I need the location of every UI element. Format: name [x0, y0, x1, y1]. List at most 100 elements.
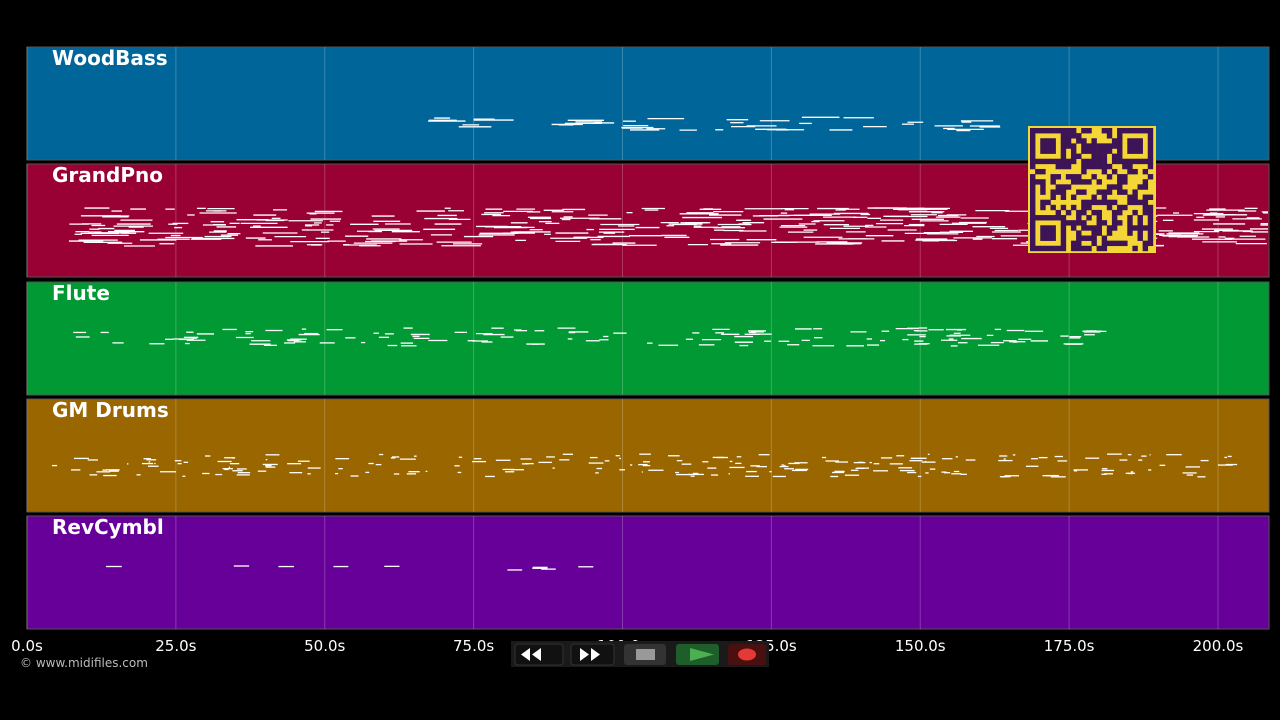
qr-cell	[1132, 194, 1138, 200]
qr-cell	[1091, 194, 1097, 200]
forward-button[interactable]	[570, 643, 615, 666]
qr-cell	[1070, 133, 1077, 139]
qr-cell	[1040, 158, 1046, 165]
qr-cell	[1040, 168, 1046, 175]
qr-cell	[1117, 128, 1123, 134]
qr-cell	[1035, 158, 1041, 165]
qr-cell	[1055, 189, 1062, 195]
qr-cell	[1106, 174, 1113, 180]
qr-cell	[1132, 158, 1138, 165]
qr-cell	[1070, 174, 1077, 180]
track-name: GrandPno	[52, 163, 163, 187]
qr-cell	[1070, 158, 1077, 165]
qr-cell	[1070, 153, 1077, 160]
rewind-button[interactable]	[514, 643, 564, 666]
qr-cell	[1111, 143, 1118, 149]
stop-icon	[636, 649, 655, 660]
qr-cell	[1137, 128, 1143, 134]
qr-cell	[1111, 240, 1118, 247]
track-name: GM Drums	[52, 398, 169, 422]
qr-cell	[1132, 209, 1138, 216]
qr-cell	[1055, 209, 1062, 216]
qr-cell	[1035, 128, 1041, 134]
qr-cell	[1030, 163, 1036, 170]
qr-cell	[1076, 215, 1082, 221]
record-button[interactable]	[728, 644, 766, 665]
qr-cell	[1030, 174, 1036, 180]
qr-cell	[1127, 225, 1133, 231]
qr-cell	[1096, 245, 1102, 252]
track-panel	[26, 515, 1270, 630]
qr-cell	[1081, 128, 1087, 134]
qr-cell	[1030, 184, 1036, 190]
qr-cell	[1076, 240, 1082, 247]
x-tick-label: 0.0s	[11, 637, 43, 655]
qr-cell	[1137, 235, 1143, 241]
x-tick-label: 50.0s	[304, 637, 345, 655]
qr-cell	[1050, 204, 1056, 211]
qr-cell	[1106, 225, 1113, 231]
tracks: WoodBass GrandPno Flute GM Drums RevCymbl	[26, 46, 1270, 630]
stop-button[interactable]	[624, 644, 666, 665]
qr-cell	[1137, 199, 1143, 206]
qr-cell	[1040, 184, 1046, 190]
qr-cell	[1147, 143, 1154, 149]
qr-cell	[1081, 204, 1087, 211]
qr-cell	[1096, 225, 1102, 231]
qr-cell	[1096, 209, 1102, 216]
qr-cell	[1101, 199, 1108, 206]
qr-cell	[1050, 148, 1056, 154]
qr-cell	[1081, 220, 1087, 226]
qr-cell	[1070, 179, 1077, 185]
qr-cell	[1147, 240, 1154, 247]
qr-cell	[1132, 225, 1138, 231]
qr-cell	[1045, 148, 1051, 154]
qr-cell	[1060, 220, 1067, 226]
qr-cell	[1060, 184, 1067, 190]
qr-cell	[1081, 168, 1087, 175]
qr-cell	[1117, 158, 1123, 165]
qr-cell	[1070, 240, 1077, 247]
qr-cell	[1101, 128, 1108, 134]
play-button[interactable]	[676, 644, 719, 665]
qr-cell	[1117, 174, 1123, 180]
qr-cell	[1076, 220, 1082, 226]
qr-cell	[1137, 138, 1143, 144]
qr-cell	[1117, 138, 1123, 144]
qr-cell	[1096, 215, 1102, 221]
qr-cell	[1060, 204, 1067, 211]
qr-cell	[1132, 148, 1138, 154]
qr-cell	[1035, 215, 1041, 221]
qr-cell	[1030, 148, 1036, 154]
qr-cell	[1030, 225, 1036, 231]
qr-cell	[1106, 163, 1113, 170]
qr-cell	[1076, 189, 1082, 195]
qr-cell	[1030, 204, 1036, 211]
qr-cell	[1147, 174, 1154, 180]
qr-cell	[1055, 174, 1062, 180]
qr-cell	[1060, 138, 1067, 144]
qr-cell	[1137, 230, 1143, 236]
qr-cell	[1076, 179, 1082, 185]
qr-cell	[1055, 128, 1062, 134]
qr-cell	[1060, 215, 1067, 221]
qr-cell	[1081, 189, 1087, 195]
qr-cell	[1101, 148, 1108, 154]
track-name: Flute	[52, 281, 110, 305]
qr-cell	[1040, 128, 1046, 134]
qr-cell	[1060, 158, 1067, 165]
qr-cell	[1030, 138, 1036, 144]
qr-cell	[1050, 174, 1056, 180]
qr-cell	[1081, 179, 1087, 185]
qr-cell	[1142, 245, 1149, 252]
qr-cell	[1101, 163, 1108, 170]
qr-cell	[1142, 128, 1149, 134]
qr-cell	[1127, 168, 1133, 175]
qr-cell	[1081, 163, 1087, 170]
track-name: WoodBass	[52, 46, 168, 70]
qr-cell	[1147, 163, 1154, 170]
qr-cell	[1035, 245, 1041, 252]
qr-cell	[1106, 128, 1113, 134]
qr-cell	[1040, 225, 1046, 231]
